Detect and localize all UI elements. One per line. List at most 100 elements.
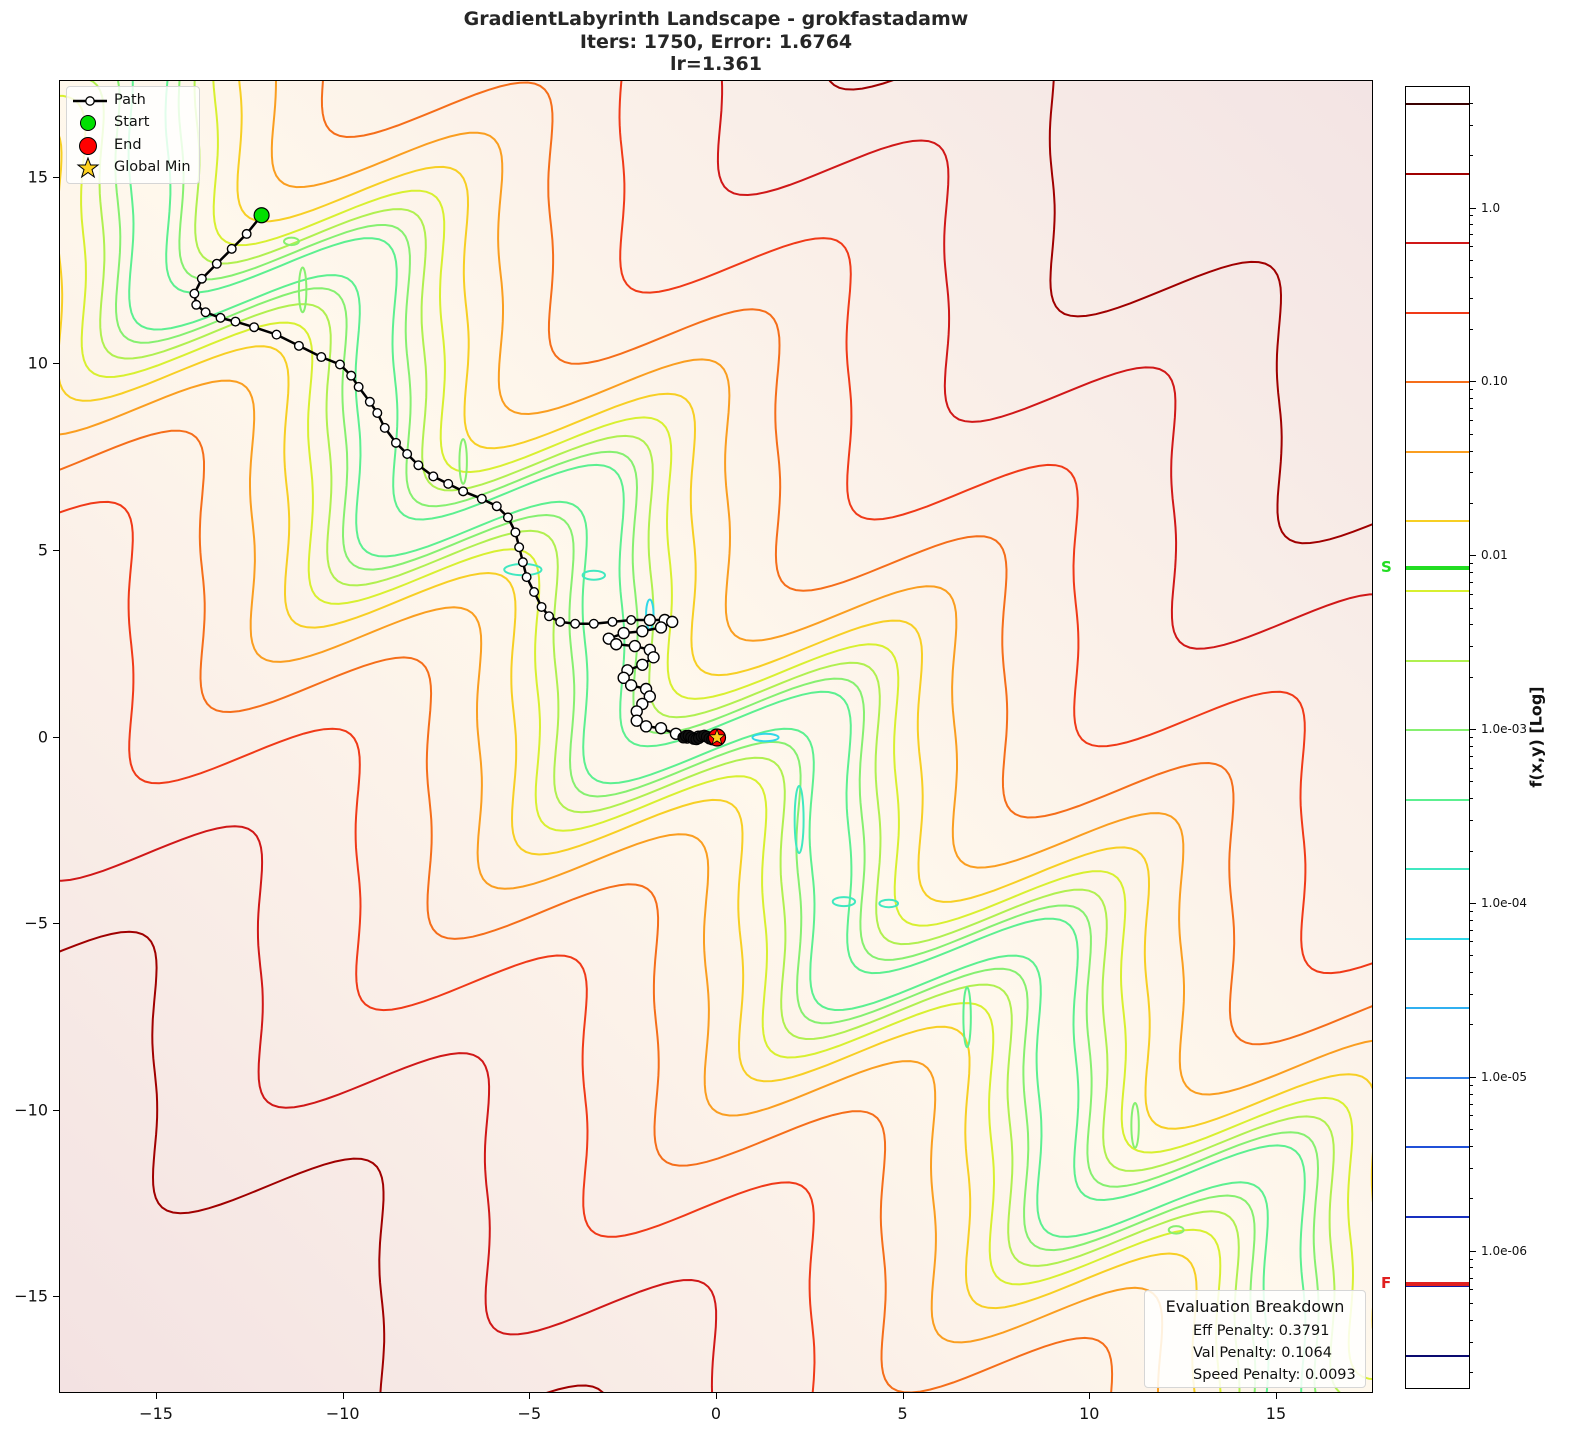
contour-island bbox=[282, 236, 300, 247]
colorbar-tick-label: 0.01 bbox=[1481, 548, 1508, 563]
colorbar-minor-tick bbox=[1470, 276, 1473, 278]
contour-line bbox=[60, 94, 1222, 1392]
y-tick-mark bbox=[53, 1296, 59, 1298]
path-point-marker bbox=[639, 720, 653, 733]
legend: Path Start End Global Min bbox=[66, 86, 200, 184]
colorbar-minor-tick bbox=[1470, 929, 1473, 931]
colorbar-minor-tick bbox=[1470, 756, 1473, 757]
contour-line bbox=[60, 429, 1114, 1392]
contour-island bbox=[751, 732, 780, 743]
colorbar-marker-f: F bbox=[1381, 1274, 1392, 1293]
x-tick-mark bbox=[156, 1393, 158, 1399]
colorbar-minor-tick bbox=[1470, 745, 1473, 747]
path-point-marker bbox=[230, 316, 241, 327]
speed-penalty: Speed Penalty: 0.0093 bbox=[1193, 1367, 1356, 1383]
y-tick-label: −10 bbox=[14, 1100, 48, 1119]
colorbar-tick-label: 1.0e-04 bbox=[1481, 895, 1528, 910]
colorbar-minor-tick bbox=[1470, 1167, 1473, 1169]
path-point-marker bbox=[293, 340, 304, 351]
path-point-marker bbox=[249, 322, 260, 333]
path-point-marker bbox=[346, 370, 357, 381]
path-point-marker bbox=[544, 611, 555, 622]
legend-item-end: End bbox=[67, 135, 199, 157]
legend-item-global-min: Global Min bbox=[67, 157, 199, 179]
path-point-marker bbox=[200, 307, 211, 318]
colorbar bbox=[1405, 86, 1470, 1389]
colorbar-minor-tick bbox=[1470, 1277, 1473, 1279]
path-point-marker bbox=[654, 721, 668, 735]
colorbar-minor-tick bbox=[1470, 419, 1473, 421]
path-point-marker bbox=[521, 572, 532, 583]
colorbar-minor-tick bbox=[1470, 1103, 1473, 1105]
colorbar-minor-tick bbox=[1470, 972, 1473, 974]
path-point-marker bbox=[353, 381, 364, 392]
path-point-marker bbox=[379, 422, 390, 433]
contour-line bbox=[114, 81, 1257, 1392]
colorbar-level-line bbox=[1406, 1215, 1469, 1218]
contour-line bbox=[60, 930, 604, 1392]
path-point-marker bbox=[428, 471, 439, 482]
y-tick-label: 5 bbox=[37, 540, 48, 560]
colorbar-tick-label: 1.0e-03 bbox=[1481, 722, 1528, 737]
colorbar-minor-tick bbox=[1470, 1115, 1473, 1117]
path-point-marker bbox=[617, 671, 630, 685]
colorbar-tick-label: 1.0e-06 bbox=[1481, 1243, 1528, 1258]
path-point-marker bbox=[626, 615, 637, 626]
colorbar-minor-tick bbox=[1470, 433, 1473, 435]
contour-line bbox=[164, 81, 1307, 1392]
path-point-marker bbox=[643, 690, 657, 703]
x-tick-label: 15 bbox=[1265, 1404, 1287, 1423]
contour-line bbox=[89, 81, 1241, 1392]
colorbar-minor-tick bbox=[1470, 1129, 1473, 1131]
contour-line bbox=[270, 81, 1372, 1096]
path-point-marker bbox=[666, 615, 679, 629]
colorbar-minor-tick bbox=[1470, 798, 1473, 800]
chart-subtitle-lr: lr=1.361 bbox=[670, 53, 762, 75]
colorbar-minor-tick bbox=[1470, 1145, 1473, 1147]
colorbar-level-line bbox=[1406, 1146, 1469, 1149]
x-tick-label: 0 bbox=[710, 1404, 722, 1423]
colorbar-minor-tick bbox=[1470, 1024, 1473, 1026]
colorbar-minor-tick bbox=[1470, 572, 1473, 574]
path-point-marker bbox=[191, 299, 202, 310]
x-tick-mark bbox=[902, 1393, 904, 1399]
x-tick-label: 5 bbox=[897, 1404, 908, 1423]
colorbar-tick-mark bbox=[1470, 902, 1476, 904]
start-marker bbox=[253, 207, 270, 224]
path-point-marker bbox=[211, 258, 222, 269]
x-tick-mark bbox=[342, 1393, 344, 1399]
contour-plot-area bbox=[59, 80, 1373, 1393]
colorbar-level-line bbox=[1406, 1076, 1469, 1079]
colorbar-minor-tick bbox=[1470, 1084, 1473, 1086]
colorbar-minor-tick bbox=[1470, 676, 1473, 678]
colorbar-minor-tick bbox=[1470, 582, 1473, 584]
colorbar-tick-mark bbox=[1470, 1076, 1476, 1078]
colorbar-minor-tick bbox=[1470, 767, 1473, 769]
colorbar-level-line bbox=[1406, 659, 1469, 662]
colorbar-minor-tick bbox=[1470, 329, 1473, 331]
colorbar-minor-tick bbox=[1470, 1372, 1473, 1374]
colorbar-level-line bbox=[1406, 729, 1469, 732]
contour-line bbox=[127, 81, 1270, 1392]
val-penalty: Val Penalty: 0.1064 bbox=[1193, 1345, 1333, 1361]
colorbar-minor-tick bbox=[1470, 1319, 1473, 1321]
star-icon bbox=[76, 157, 100, 179]
colorbar-level-line bbox=[1406, 1007, 1469, 1010]
contour-line bbox=[320, 81, 1372, 1046]
colorbar-minor-tick bbox=[1470, 819, 1473, 821]
colorbar-minor-tick bbox=[1470, 155, 1473, 157]
path-point-marker bbox=[510, 527, 521, 538]
path-point-marker bbox=[502, 512, 513, 523]
path-point-marker bbox=[458, 486, 469, 497]
colorbar-marker-line-s bbox=[1406, 566, 1469, 571]
y-tick-mark bbox=[53, 1109, 59, 1111]
colorbar-minor-tick bbox=[1470, 234, 1473, 236]
path-point-marker bbox=[226, 243, 237, 254]
colorbar-tick-mark bbox=[1470, 207, 1476, 209]
y-tick-label: −5 bbox=[24, 913, 48, 933]
colorbar-level-line bbox=[1406, 798, 1469, 801]
y-tick-mark bbox=[53, 176, 59, 178]
contour-line bbox=[236, 81, 1372, 1330]
contour-island bbox=[793, 784, 805, 855]
colorbar-minor-tick bbox=[1470, 1258, 1473, 1260]
